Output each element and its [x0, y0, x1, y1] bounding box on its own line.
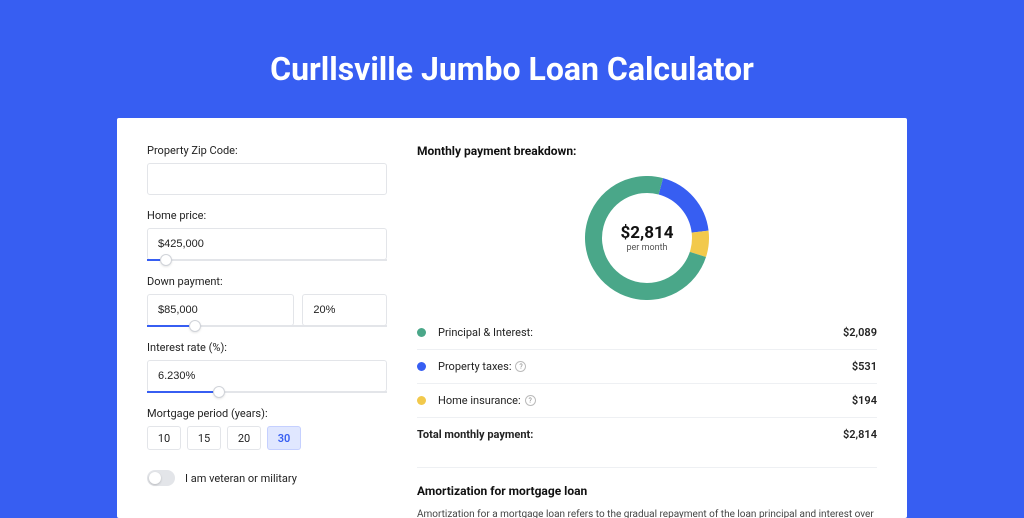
breakdown-row: Principal & Interest: $2,089 — [417, 318, 877, 347]
period-button-20[interactable]: 20 — [227, 426, 261, 450]
donut-container: $2,814 per month — [417, 170, 877, 318]
veteran-toggle[interactable] — [147, 470, 175, 486]
breakdown-row: Property taxes:? $531 — [417, 352, 877, 381]
interest-rate-slider[interactable] — [147, 391, 387, 393]
page-title: Curllsville Jumbo Loan Calculator — [0, 0, 1024, 118]
breakdown-value: $531 — [852, 360, 877, 373]
interest-rate-input[interactable] — [147, 360, 387, 392]
home-price-field: Home price: — [147, 209, 387, 261]
interest-rate-field: Interest rate (%): — [147, 341, 387, 393]
down-payment-field: Down payment: — [147, 275, 387, 327]
legend-dot — [417, 396, 426, 405]
breakdown-column: Monthly payment breakdown: $2,814 per mo… — [417, 144, 877, 488]
amortization-title: Amortization for mortgage loan — [417, 484, 877, 498]
interest-rate-label: Interest rate (%): — [147, 341, 387, 354]
donut-center: $2,814 per month — [585, 176, 709, 300]
down-payment-input[interactable] — [147, 294, 294, 326]
home-price-input[interactable] — [147, 228, 387, 260]
legend-dot — [417, 362, 426, 371]
breakdown-label: Principal & Interest: — [438, 326, 533, 339]
zip-input[interactable] — [147, 163, 387, 195]
mortgage-period-label: Mortgage period (years): — [147, 407, 387, 420]
form-column: Property Zip Code: Home price: Down paym… — [147, 144, 387, 488]
legend-dot — [417, 328, 426, 337]
mortgage-period-field: Mortgage period (years): 10152030 — [147, 407, 387, 450]
divider — [417, 417, 877, 418]
donut-amount: $2,814 — [621, 223, 674, 243]
donut-subtitle: per month — [626, 243, 667, 253]
home-price-slider[interactable] — [147, 259, 387, 261]
divider — [417, 349, 877, 350]
period-button-10[interactable]: 10 — [147, 426, 181, 450]
payment-donut-chart: $2,814 per month — [585, 176, 709, 300]
help-icon[interactable]: ? — [515, 361, 526, 372]
down-payment-pct-input[interactable] — [302, 294, 387, 326]
zip-label: Property Zip Code: — [147, 144, 387, 157]
amortization-section: Amortization for mortgage loan Amortizat… — [417, 467, 877, 518]
down-payment-slider[interactable] — [147, 325, 387, 327]
home-price-slider-thumb[interactable] — [160, 254, 172, 266]
calculator-card: Property Zip Code: Home price: Down paym… — [117, 118, 907, 518]
total-row: Total monthly payment: $2,814 — [417, 420, 877, 449]
breakdown-value: $2,089 — [843, 326, 877, 339]
divider — [417, 383, 877, 384]
veteran-toggle-knob — [149, 472, 161, 484]
breakdown-label: Property taxes: — [438, 360, 511, 373]
down-payment-label: Down payment: — [147, 275, 387, 288]
total-value: $2,814 — [843, 428, 877, 441]
zip-field: Property Zip Code: — [147, 144, 387, 195]
period-button-30[interactable]: 30 — [267, 426, 301, 450]
down-payment-slider-thumb[interactable] — [189, 320, 201, 332]
interest-rate-slider-thumb[interactable] — [213, 386, 225, 398]
amortization-text: Amortization for a mortgage loan refers … — [417, 508, 877, 518]
total-label: Total monthly payment: — [417, 428, 843, 441]
help-icon[interactable]: ? — [525, 395, 536, 406]
veteran-label: I am veteran or military — [185, 472, 297, 485]
breakdown-value: $194 — [852, 394, 877, 407]
breakdown-title: Monthly payment breakdown: — [417, 144, 877, 158]
breakdown-row: Home insurance:? $194 — [417, 386, 877, 415]
breakdown-label: Home insurance: — [438, 394, 521, 407]
period-button-15[interactable]: 15 — [187, 426, 221, 450]
home-price-label: Home price: — [147, 209, 387, 222]
veteran-row: I am veteran or military — [147, 470, 387, 486]
